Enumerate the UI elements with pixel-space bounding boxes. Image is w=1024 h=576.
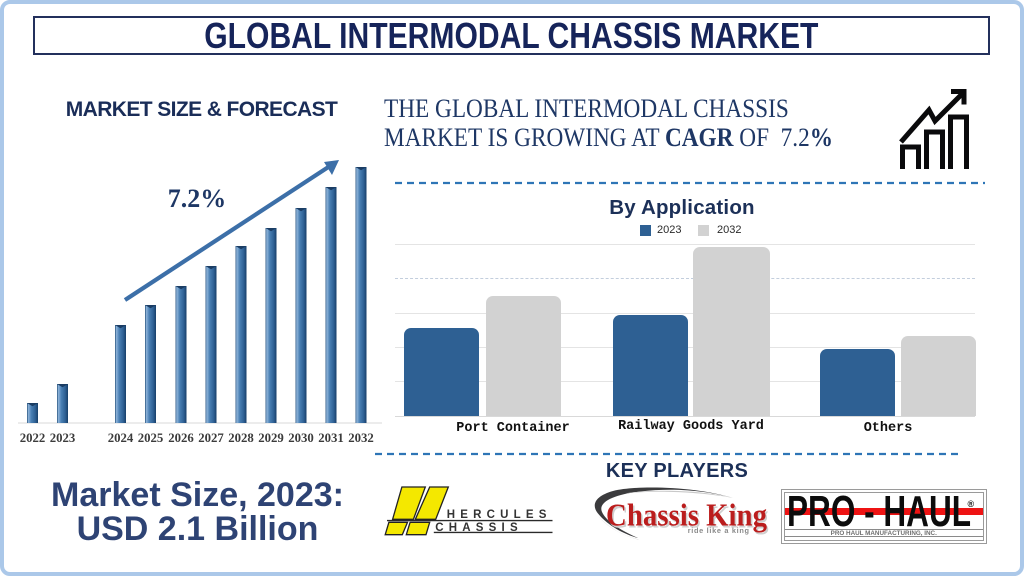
- svg-text:2032: 2032: [348, 431, 374, 445]
- svg-text:CHASSIS: CHASSIS: [435, 522, 523, 534]
- svg-text:2022: 2022: [20, 431, 46, 445]
- svg-text:2028: 2028: [228, 431, 254, 445]
- svg-text:2026: 2026: [168, 431, 194, 445]
- svg-text:Chassis King: Chassis King: [606, 498, 767, 533]
- svg-text:2024: 2024: [108, 431, 134, 445]
- svg-text:2031: 2031: [318, 431, 344, 445]
- svg-text:2029: 2029: [258, 431, 284, 445]
- svg-text:Chassis King: Chassis King: [608, 499, 769, 534]
- svg-text:7.2%: 7.2%: [168, 184, 227, 213]
- svg-text:HERCULES: HERCULES: [447, 509, 552, 521]
- svg-text:ride like a king: ride like a king: [688, 526, 750, 535]
- svg-text:2025: 2025: [138, 431, 164, 445]
- svg-text:2023: 2023: [50, 431, 76, 445]
- svg-text:2030: 2030: [288, 431, 314, 445]
- svg-text:2027: 2027: [198, 431, 224, 445]
